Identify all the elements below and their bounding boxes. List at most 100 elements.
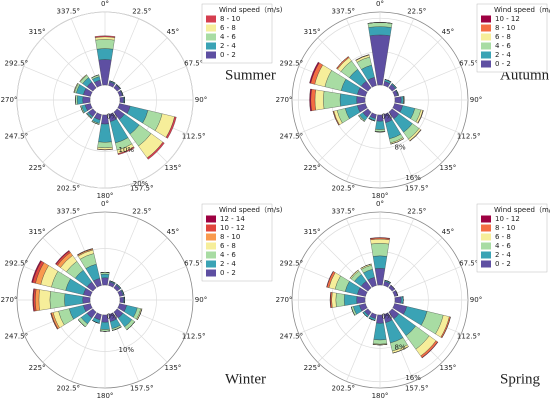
wind-bar-segment: [374, 268, 386, 286]
grid-spoke: [317, 310, 370, 363]
grid-ring: [89, 284, 121, 316]
wind-bar-segment: [372, 339, 388, 345]
direction-label: 202.5°: [331, 185, 355, 193]
wind-bar-segment: [100, 273, 110, 279]
legend-swatch: [206, 269, 216, 277]
wind-bar-segment: [116, 283, 122, 289]
grid-spoke: [393, 66, 462, 95]
direction-label: 0°: [376, 0, 384, 8]
legend-label: 6 - 8: [495, 33, 511, 41]
wind-bar-segment: [32, 288, 35, 312]
legend-label: 2 - 4: [220, 260, 236, 268]
radial-tick-label: 8%: [395, 343, 406, 351]
grid-spoke: [115, 37, 168, 90]
direction-label: 45°: [442, 28, 454, 36]
wind-bar-segment: [368, 317, 376, 321]
direction-label: 270°: [276, 296, 293, 304]
radial-tick-label: 10%: [119, 146, 135, 154]
legend-swatch: [481, 60, 491, 68]
legend-swatch: [206, 251, 216, 259]
wind-rose: 0° 22.5° 45° 67.5° 90° 112.5° 135° 157.5° 180° 20…: [1, 200, 283, 400]
direction-label: 247.5°: [280, 133, 304, 141]
wind-bar-segment: [97, 148, 113, 151]
legend-swatch: [481, 260, 491, 268]
wind-bar-segment: [349, 269, 359, 279]
radial-tick-label: 0%: [106, 113, 117, 121]
chart-title: Summer: [225, 67, 276, 83]
wind-bar-segment: [372, 255, 388, 269]
direction-label: 135°: [164, 364, 181, 372]
legend-swatch: [206, 24, 216, 32]
wind-bar-segment: [97, 141, 113, 148]
grid-spoke: [118, 266, 187, 295]
wind-bar-segment: [417, 110, 424, 124]
wind-bar-segment: [374, 129, 386, 132]
legend-label: 8 - 10: [220, 233, 240, 241]
legend-swatch: [481, 242, 491, 250]
direction-label: 202.5°: [331, 385, 355, 393]
direction-label: 157.5°: [130, 385, 154, 393]
legend-swatch: [481, 15, 491, 23]
legend-label: 2 - 4: [220, 42, 236, 50]
wind-bar-segment: [100, 321, 110, 330]
wind-bar-segment: [331, 292, 337, 308]
direction-label: 337.5°: [56, 7, 80, 15]
direction-label: 292.5°: [280, 59, 304, 67]
grid-spoke: [390, 237, 443, 290]
radial-tick-label: 0%: [381, 113, 392, 121]
direction-label: 315°: [29, 228, 46, 236]
direction-label: 157.5°: [130, 185, 154, 193]
wind-rose: 0° 22.5° 45° 67.5° 90° 112.5° 135° 157.5° 180° 20…: [1, 0, 283, 200]
direction-label: 337.5°: [56, 207, 80, 215]
legend-label: 4 - 6: [495, 42, 511, 50]
legend-swatch: [481, 233, 491, 241]
wind-bar-segment: [119, 296, 124, 304]
wind-bar-segment: [165, 116, 177, 139]
direction-label: 292.5°: [280, 259, 304, 267]
wind-bar-segment: [55, 250, 70, 265]
direction-label: 0°: [101, 0, 109, 8]
legend-label: 2 - 4: [495, 251, 511, 259]
direction-label: 315°: [304, 228, 321, 236]
direction-label: 45°: [167, 228, 179, 236]
grid-ring: [89, 84, 121, 116]
grid-ring: [364, 284, 396, 316]
legend-swatch: [481, 251, 491, 259]
legend-swatch: [206, 233, 216, 241]
legend-label: 0 - 2: [495, 260, 511, 268]
legend-label: 4 - 6: [220, 33, 236, 41]
wind-bar-segment: [101, 277, 109, 286]
wind-bar-segment: [391, 83, 397, 89]
wind-bar-segment: [117, 146, 135, 155]
grid-spoke: [71, 18, 100, 87]
wind-bar-segment: [91, 121, 100, 125]
wind-bar-segment: [35, 288, 40, 312]
wind-bar-segment: [95, 39, 115, 50]
grid-spoke: [115, 237, 168, 290]
wind-bar-segment: [137, 308, 143, 320]
direction-label: 90°: [470, 96, 482, 104]
legend-label: 0 - 2: [220, 51, 236, 59]
direction-label: 135°: [439, 164, 456, 172]
radial-tick-label: 16%: [405, 174, 421, 182]
legend-title: Wind speed（m/s): [219, 6, 283, 14]
wind-bar-segment: [367, 22, 393, 28]
wind-bar-segment: [339, 93, 358, 107]
direction-label: 225°: [29, 164, 46, 172]
wind-bar-segment: [421, 341, 439, 359]
grid-spoke: [118, 66, 187, 95]
grid-spoke: [71, 313, 100, 382]
wind-bar-segment: [73, 83, 78, 93]
direction-label: 22.5°: [407, 7, 426, 15]
legend-swatch: [481, 33, 491, 41]
direction-label: 180°: [97, 392, 114, 400]
legend-title: Wind speed（m/s): [494, 206, 550, 214]
wind-bar-segment: [309, 61, 320, 84]
grid-spoke: [317, 110, 370, 163]
grid-spoke: [346, 313, 375, 382]
wind-bar-segment: [373, 322, 387, 341]
wind-bar-segment: [64, 293, 84, 307]
legend-swatch: [206, 33, 216, 41]
direction-label: 0°: [376, 200, 384, 208]
